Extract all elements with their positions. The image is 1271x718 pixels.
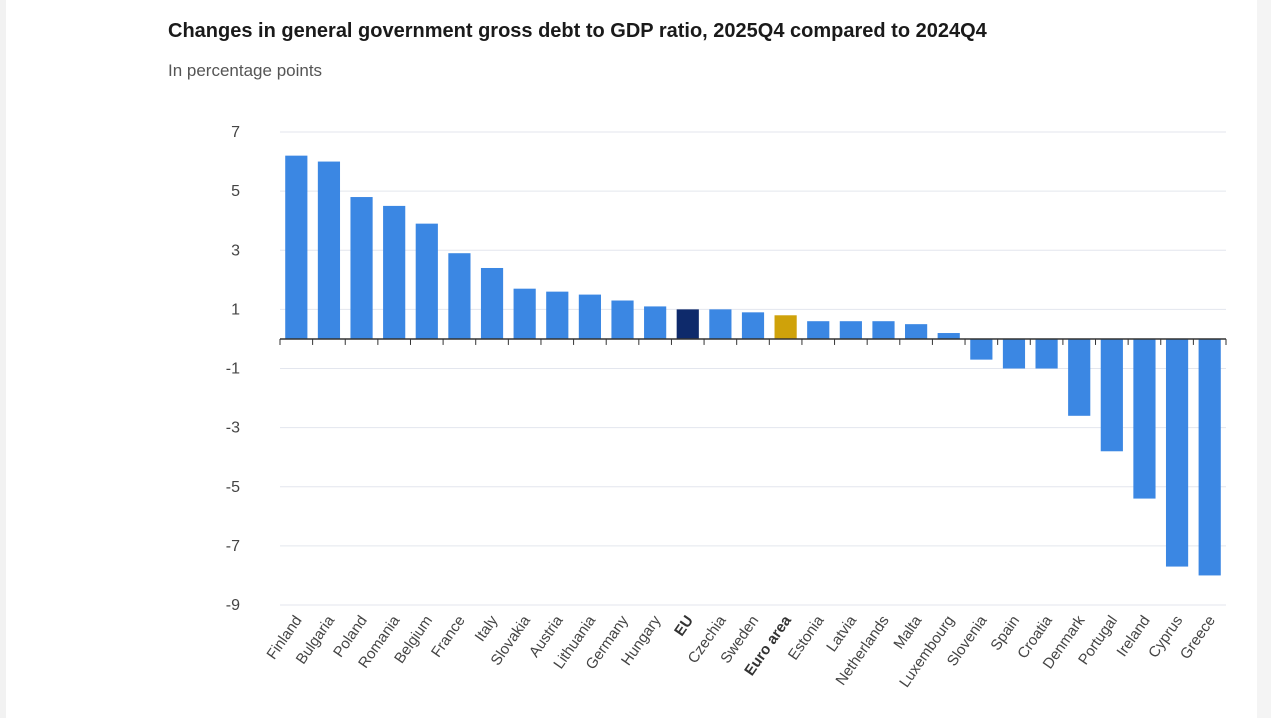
bar-czechia: [709, 309, 732, 339]
bar-portugal: [1100, 338, 1123, 452]
bar-croatia: [1035, 338, 1058, 369]
y-tick-label: -7: [226, 538, 240, 555]
bar-euro-area: [774, 315, 797, 339]
y-tick-label: 1: [231, 301, 240, 318]
bar-greece: [1198, 338, 1221, 576]
bar-netherlands: [872, 321, 895, 339]
bar-latvia: [839, 321, 862, 339]
bar-spain: [1002, 338, 1026, 369]
y-tick-label: 7: [231, 124, 240, 141]
bar-cyprus: [1165, 338, 1189, 567]
bar-france: [448, 253, 471, 339]
right-border-strip: [1257, 0, 1271, 718]
bar-hungary: [644, 306, 667, 339]
chart-title: Changes in general government gross debt…: [168, 20, 987, 42]
bar-eu: [676, 309, 699, 339]
bar-ireland: [1133, 338, 1156, 499]
bar-poland: [350, 197, 373, 339]
x-category-label: Estonia: [785, 612, 828, 663]
bar-denmark: [1068, 338, 1091, 416]
chart-subtitle: In percentage points: [168, 61, 323, 80]
y-tick-label: -9: [226, 597, 240, 614]
bar-belgium: [415, 223, 438, 339]
y-tick-label: -5: [226, 479, 240, 496]
bar-slovakia: [513, 288, 536, 339]
y-tick-label: -1: [226, 361, 240, 378]
bar-sweden: [741, 312, 765, 339]
bar-slovenia: [970, 338, 993, 360]
bar-italy: [480, 267, 504, 339]
bar-luxembourg: [937, 333, 960, 339]
bar-romania: [383, 205, 406, 339]
x-category-label: EU: [671, 613, 697, 640]
bar-malta: [905, 324, 928, 339]
bar-bulgaria: [317, 161, 341, 339]
x-category-label: France: [428, 613, 469, 661]
y-tick-label: 3: [231, 242, 240, 259]
left-border-strip: [0, 0, 6, 718]
bar-austria: [546, 291, 569, 339]
bar-finland: [285, 155, 308, 339]
y-tick-label: -3: [226, 420, 240, 437]
y-tick-label: 5: [231, 183, 240, 200]
bar-estonia: [807, 321, 830, 339]
x-category-label: Italy: [472, 612, 502, 645]
bar-lithuania: [578, 294, 601, 339]
bar-germany: [611, 300, 634, 339]
